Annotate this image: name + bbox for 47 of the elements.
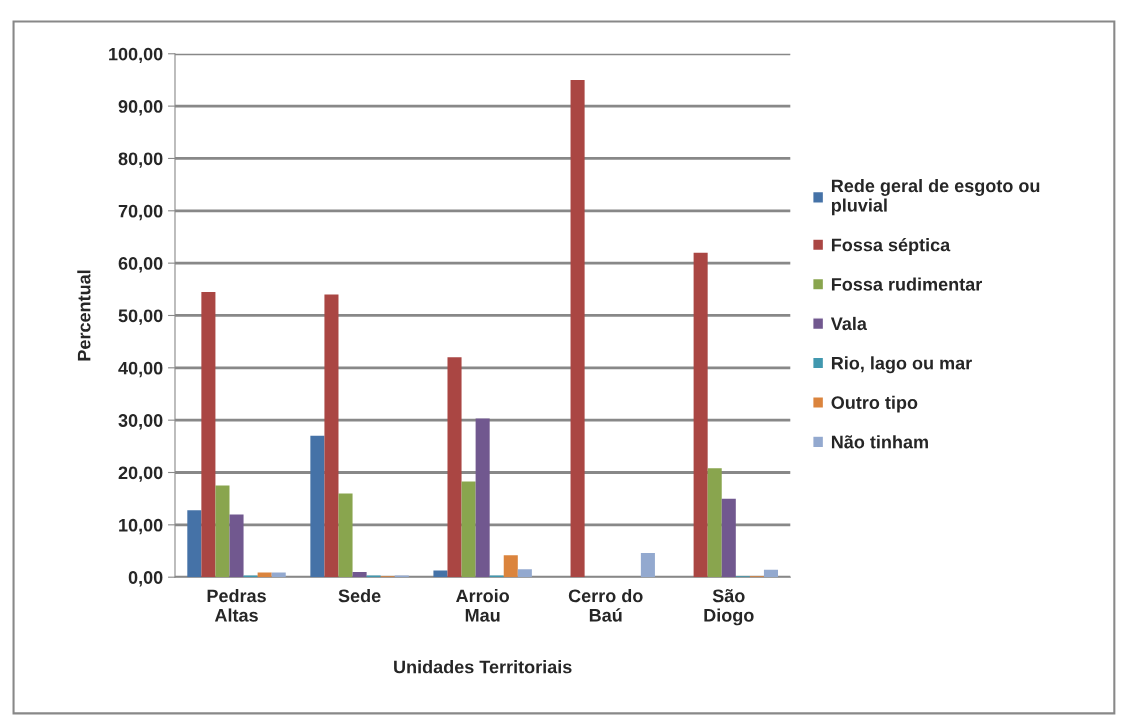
y-tick-label: 10,00 [119,518,163,535]
y-tick-label: 60,00 [118,257,163,273]
y-tick-label: 50,00 [118,309,163,325]
bar [324,294,339,578]
legend-label: Vala [830,316,868,331]
bar [640,553,655,578]
legend-label: Rio, lago ou mar [831,356,972,374]
bar [257,572,272,578]
bar [215,485,230,578]
bar [352,571,367,578]
legend-label: Fossa rudimentar [831,277,982,291]
y-tick-label: 80,00 [118,152,163,168]
legend-label: Não tinham [831,435,928,449]
y-tick-label: 30,00 [118,414,163,430]
bar [229,514,244,578]
bar [503,555,518,578]
bar [475,418,490,578]
bar [447,357,462,578]
bar [338,493,353,578]
bar [461,481,476,578]
legend-label: Rede geral de esgoto ou pluvial [831,178,1040,216]
legend-label: Outro tipo [831,395,918,413]
y-tick-label: 90,00 [118,100,163,116]
bar [707,468,722,578]
bar [763,569,778,578]
bar [310,435,325,578]
y-tick-label: 100,00 [109,47,163,64]
y-tick-label: 20,00 [118,466,163,482]
y-tick-label: 40,00 [118,361,163,378]
y-axis-title: Percentual [77,270,91,361]
x-tick-label: Cerro do Baú [568,588,643,622]
bar [433,570,448,578]
x-tick-label: Arroio Mau [456,588,510,622]
bar [271,572,286,578]
x-tick-label: Sede [338,588,381,603]
x-tick-label: São Diogo [704,589,754,626]
y-tick-label: 70,00 [118,204,163,221]
bar [187,510,202,578]
x-tick-label: Pedras Altas [207,588,266,622]
bar [517,569,532,578]
bar [201,291,216,578]
x-axis-title: Unidades Territoriais [394,660,572,674]
bar [570,79,585,578]
y-tick-label: 0,00 [128,571,163,587]
bar [721,498,736,578]
bar [693,252,708,578]
legend-label: Fossa séptica [831,237,951,255]
